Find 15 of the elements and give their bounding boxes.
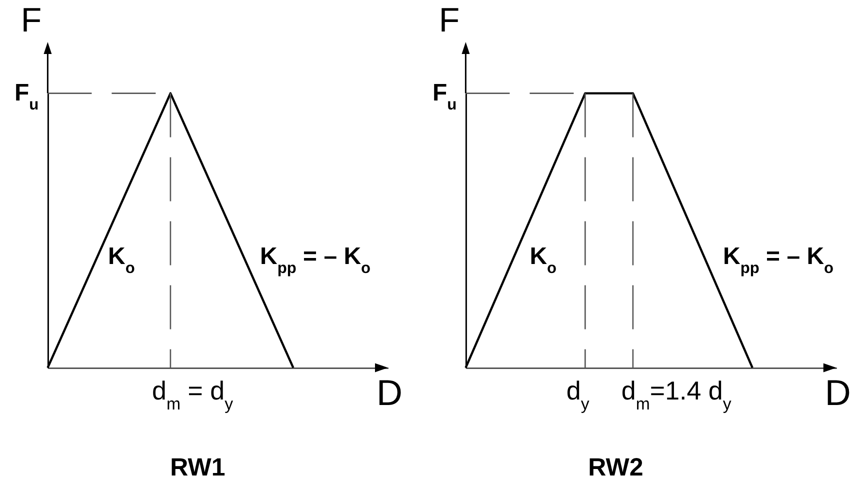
text: d$_{m}$ = d$_{y}$ — [152, 376, 234, 414]
text: d$_{y}$ — [566, 376, 590, 414]
annotation: K$_{o}$ — [108, 243, 135, 276]
annotation: K$_{pp}$ = – K$_{o}$ — [723, 243, 834, 276]
annotation: K$_{o}$ — [530, 243, 557, 276]
text: RW1 — [170, 454, 226, 482]
annotation: F$_{u}$ — [432, 79, 457, 113]
y-axis-title: F — [439, 2, 460, 40]
x-axis-title: D — [825, 372, 852, 414]
annotation: K$_{pp}$ = – K$_{o}$ — [260, 243, 371, 276]
text: RW2 — [588, 454, 644, 482]
text: F$_{u}$ — [14, 79, 39, 113]
x-axis-title: D — [376, 372, 402, 414]
text: d$_{m}$=1.4 d$_{y}$ — [622, 376, 732, 414]
y-axis-title: F — [20, 2, 42, 40]
